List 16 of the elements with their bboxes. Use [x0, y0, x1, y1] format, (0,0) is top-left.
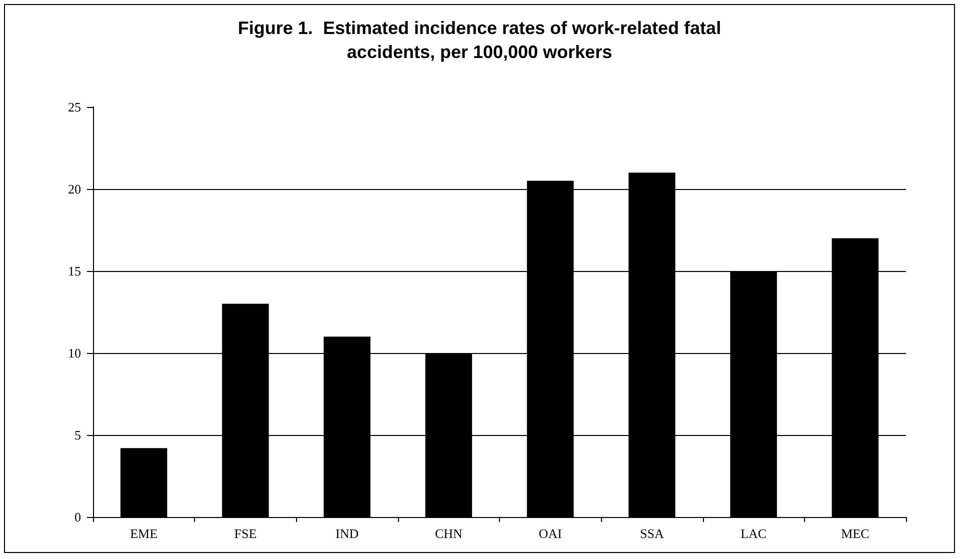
x-tick-label: MEC: [841, 526, 870, 541]
x-tick-label: FSE: [234, 526, 257, 541]
x-tick-label: EME: [130, 526, 158, 541]
bar: [120, 448, 168, 517]
y-tick-label: 5: [74, 428, 81, 442]
x-tick-label: LAC: [740, 526, 767, 541]
x-tick-label: CHN: [434, 526, 464, 541]
chart-title: Figure 1. Estimated incidence rates of work-related fatal accidents, per 100,000 workers: [238, 18, 722, 62]
y-tick-label: 0: [74, 510, 81, 524]
x-tick-label: IND: [336, 526, 359, 541]
y-tick-label: 15: [68, 264, 81, 278]
y-tick-label: 25: [68, 100, 81, 114]
y-tick-label: 20: [68, 182, 81, 196]
x-tick-label: SSA: [640, 526, 664, 541]
y-tick-label: 10: [68, 346, 81, 360]
x-tick-label: OAI: [538, 526, 562, 541]
